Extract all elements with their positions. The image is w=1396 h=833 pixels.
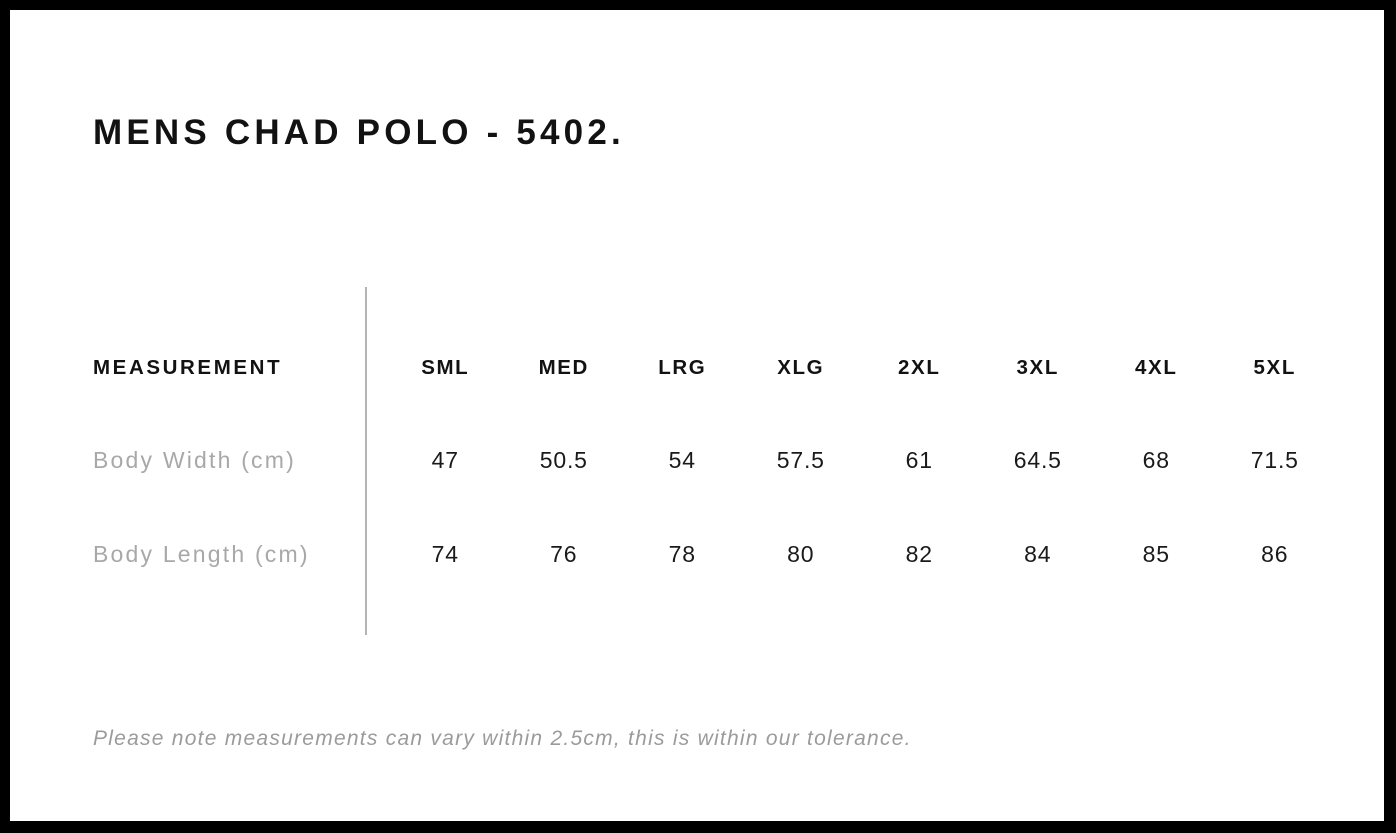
size-header-3xl: 3XL (1016, 355, 1059, 379)
size-header-lrg: LRG (658, 355, 707, 379)
size-header-cells: SML MED LRG XLG 2XL 3XL 4XL 5XL (386, 348, 1342, 388)
tolerance-footnote: Please note measurements can vary within… (93, 727, 912, 750)
measurement-column-header: MEASUREMENT (93, 355, 283, 379)
body-length-med: 76 (550, 540, 578, 567)
body-width-values: 47 50.5 54 57.5 61 64.5 68 71.5 (386, 440, 1342, 480)
body-length-5xl: 86 (1261, 540, 1289, 567)
body-width-med: 50.5 (539, 446, 588, 473)
size-header-5xl: 5XL (1253, 355, 1296, 379)
body-length-values: 74 76 78 80 82 84 85 86 (386, 534, 1342, 574)
size-chart-card: MENS CHAD POLO - 5402. MEASUREMENT SML M… (10, 10, 1384, 821)
body-length-xlg: 80 (787, 540, 815, 567)
body-length-lrg: 78 (668, 540, 696, 567)
body-length-2xl: 82 (905, 540, 933, 567)
table-vertical-divider (365, 287, 367, 635)
body-width-xlg: 57.5 (776, 446, 825, 473)
body-width-2xl: 61 (905, 446, 933, 473)
size-header-xlg: XLG (777, 355, 825, 379)
size-header-sml: SML (421, 355, 470, 379)
body-width-3xl: 64.5 (1013, 446, 1062, 473)
page-title: MENS CHAD POLO - 5402. (93, 113, 625, 152)
body-length-4xl: 85 (1142, 540, 1170, 567)
row-label-body-width: Body Width (cm) (93, 446, 296, 473)
body-width-5xl: 71.5 (1250, 446, 1299, 473)
size-table: MEASUREMENT SML MED LRG XLG 2XL 3XL 4XL … (10, 10, 1384, 821)
body-width-lrg: 54 (668, 446, 696, 473)
body-length-sml: 74 (431, 540, 459, 567)
body-length-3xl: 84 (1024, 540, 1052, 567)
body-width-sml: 47 (431, 446, 459, 473)
table-row: Body Length (cm) 74 76 78 80 82 84 85 86 (10, 534, 1384, 574)
size-header-med: MED (538, 355, 589, 379)
size-header-2xl: 2XL (898, 355, 941, 379)
size-header-4xl: 4XL (1135, 355, 1178, 379)
body-width-4xl: 68 (1142, 446, 1170, 473)
table-header-row: MEASUREMENT SML MED LRG XLG 2XL 3XL 4XL … (10, 348, 1384, 388)
table-row: Body Width (cm) 47 50.5 54 57.5 61 64.5 … (10, 440, 1384, 480)
row-label-body-length: Body Length (cm) (93, 540, 310, 567)
